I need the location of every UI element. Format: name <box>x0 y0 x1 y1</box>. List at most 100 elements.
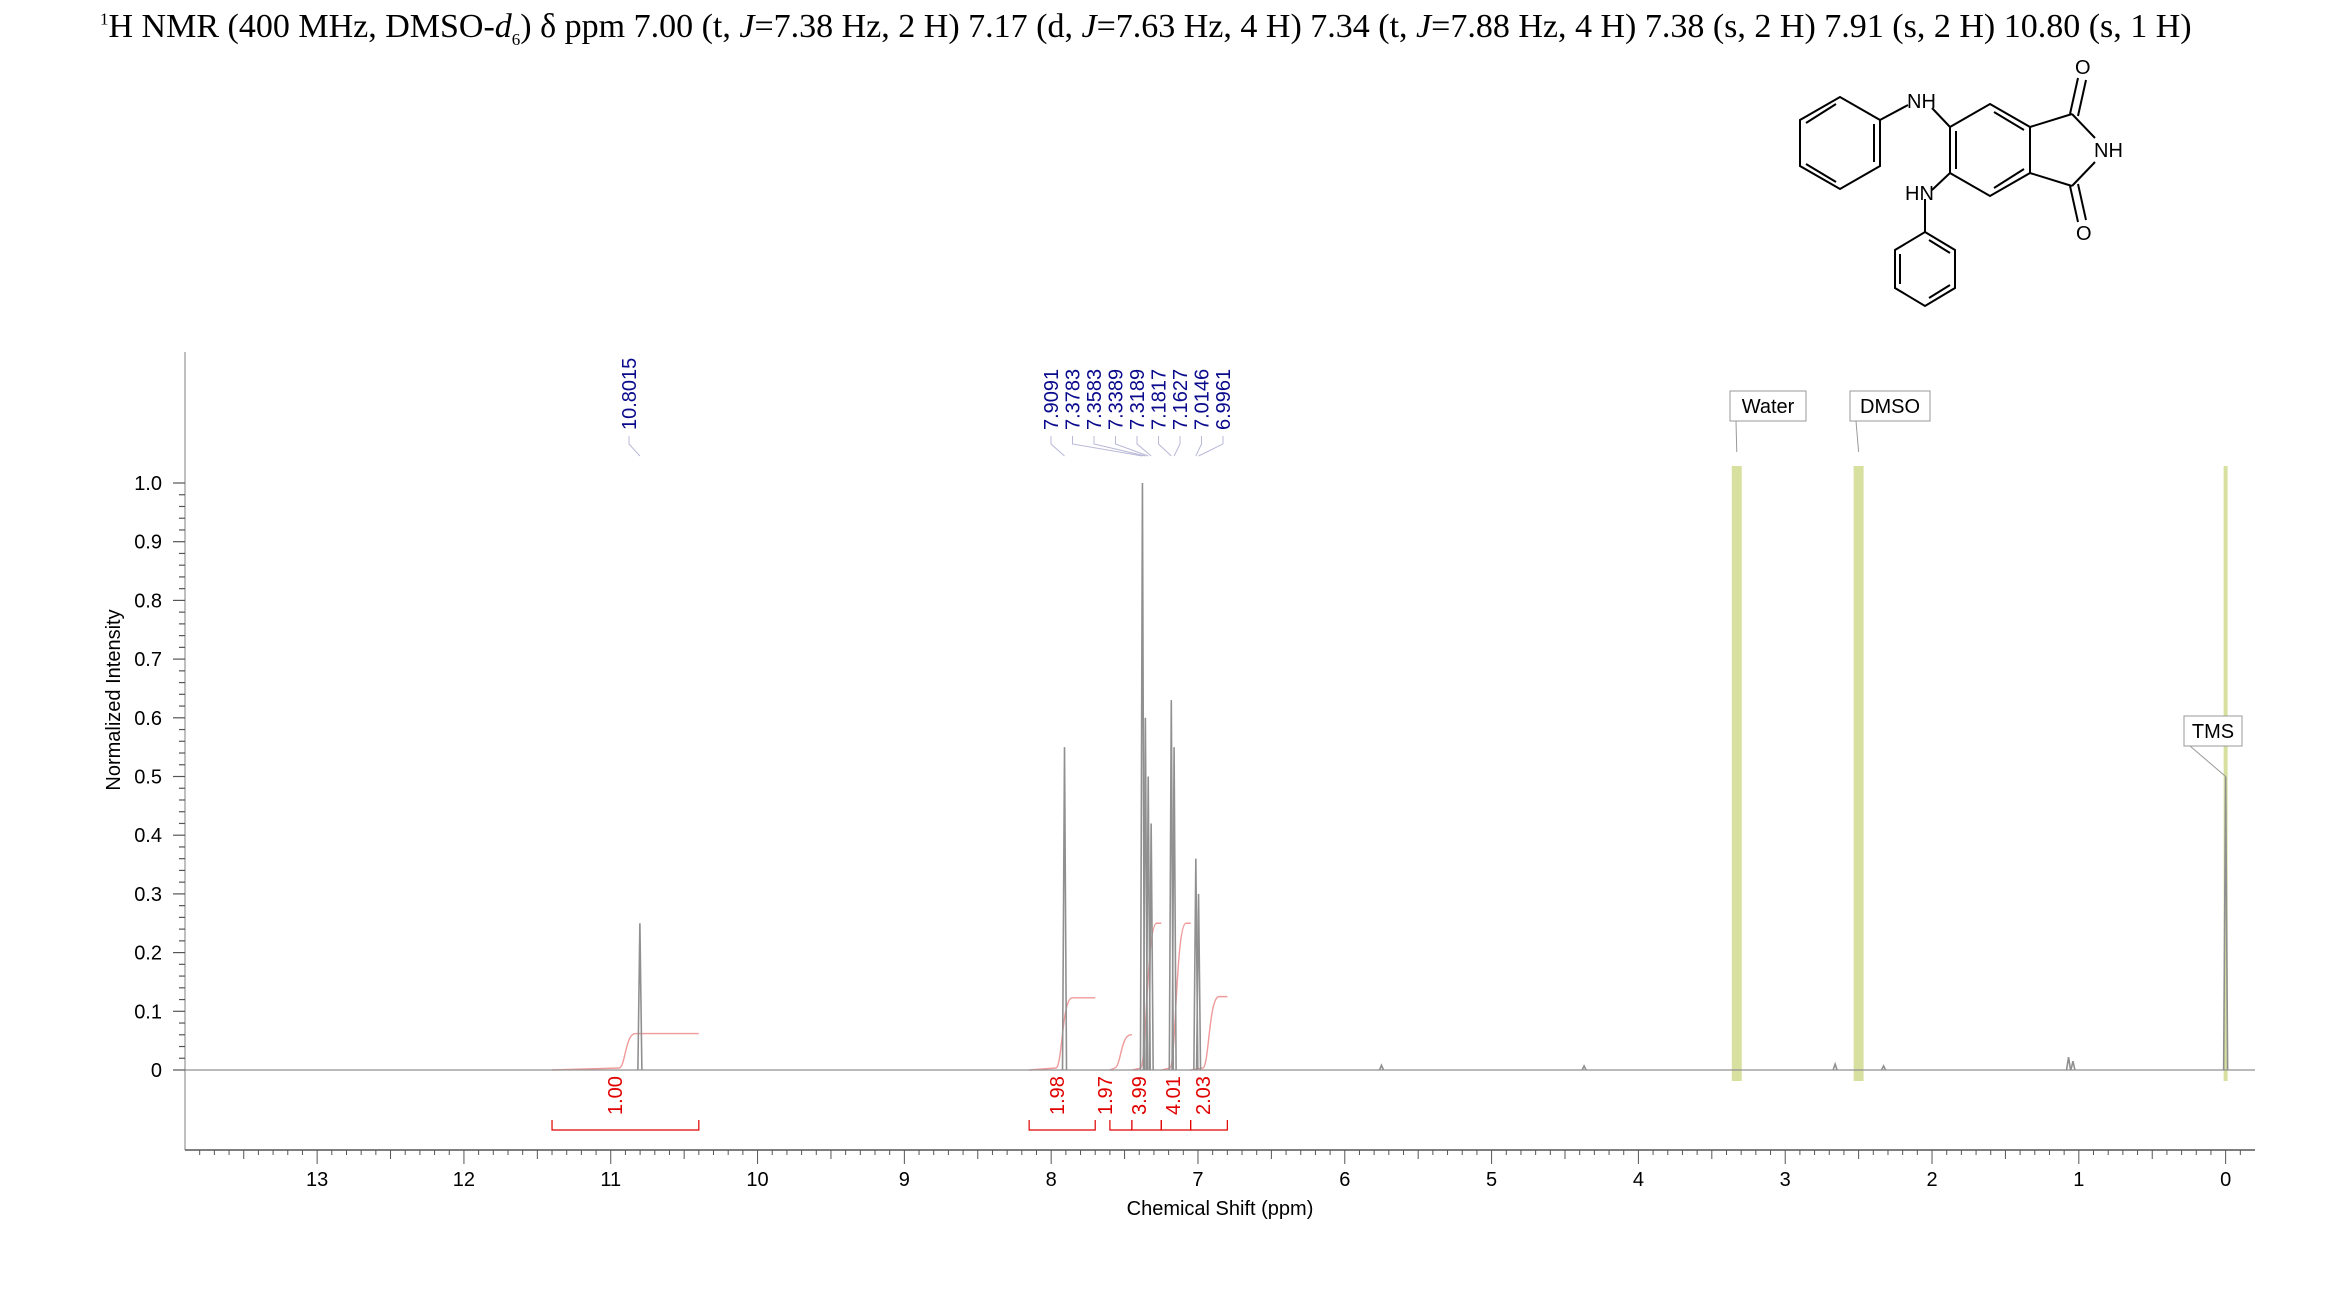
molecule-structure: NH HN NH O O <box>1799 57 2123 308</box>
integral-bracket <box>551 1120 700 1131</box>
peak-label: 7.3583 <box>1084 369 1106 430</box>
peak-label-leader <box>1115 436 1149 457</box>
peak-label: 7.9091 <box>1041 369 1063 430</box>
y-tick-label: 0.7 <box>134 649 162 671</box>
annotation-leader <box>1735 420 1738 453</box>
peak-label-leader <box>1195 436 1202 457</box>
x-axis-label: Chemical Shift (ppm) <box>1127 1198 1314 1220</box>
y-axis-label: Normalized Intensity <box>103 609 125 790</box>
integral-value: 3.99 <box>1129 1076 1151 1115</box>
integral-bracket <box>1131 1120 1162 1131</box>
spectrum-peak <box>1171 747 1177 1071</box>
structure-bonds <box>1799 77 2096 308</box>
integral-value: 1.97 <box>1095 1076 1117 1115</box>
header-j1: J <box>739 8 755 45</box>
integral-bracket <box>1028 1120 1096 1131</box>
peak-label: 7.0146 <box>1192 369 1214 430</box>
spectrum-peak <box>2065 1056 2072 1071</box>
x-tick-label: 3 <box>1780 1169 1791 1191</box>
y-tick-label: 0.6 <box>134 708 162 730</box>
solvent-band <box>2223 466 2228 1081</box>
x-tick-label: 9 <box>899 1169 910 1191</box>
integral-curves <box>552 922 1228 1071</box>
peak-label: 7.1627 <box>1170 369 1192 430</box>
peak-label-leader <box>1158 436 1172 457</box>
peak-label-leader <box>1050 436 1065 457</box>
peak-label: 7.3783 <box>1063 369 1085 430</box>
annotation-label: Water <box>1742 396 1795 418</box>
peak-label: 7.3389 <box>1106 369 1128 430</box>
annotation-leader <box>1855 420 1860 453</box>
spectrum-peak <box>1378 1063 1385 1071</box>
spectrum-peak <box>1880 1064 1887 1071</box>
integral-value: 4.01 <box>1163 1076 1185 1115</box>
y-tick-label: 0.9 <box>134 532 162 554</box>
annotation-box <box>2183 715 2243 747</box>
peak-label-leader <box>1136 436 1152 457</box>
header-text-a: ) δ ppm 7.00 (t, <box>520 8 740 45</box>
header-text-b: =7.38 Hz, 2 H) 7.17 (d, <box>754 8 1082 45</box>
integral-bracket <box>1109 1120 1133 1131</box>
peak-label-leader <box>1072 436 1143 457</box>
solvent-bands <box>1731 466 2228 1081</box>
y-tick-label: 0.1 <box>134 1001 162 1023</box>
y-tick-label: 0.2 <box>134 943 162 965</box>
x-tick-label: 10 <box>746 1169 768 1191</box>
y-tick-label: 1.0 <box>134 473 162 495</box>
header-j3: J <box>1416 8 1432 45</box>
peak-label-leader <box>1198 436 1224 457</box>
imide-nh-label: NH <box>2094 140 2123 162</box>
x-tick-label: 11 <box>600 1169 621 1191</box>
header-text-d: =7.88 Hz, 4 H) 7.38 (s, 2 H) 7.91 (s, 2 … <box>1431 8 2192 45</box>
spectrum-peak <box>2222 776 2229 1071</box>
peak-label: 7.3189 <box>1127 369 1149 430</box>
spectrum-peak <box>1195 893 1202 1071</box>
y-tick-label: 0.8 <box>134 590 162 612</box>
x-tick-label: 8 <box>1046 1169 1057 1191</box>
peak-labels: 10.8015 7.9091 7.3783 7.3583 7.3389 7.3189 7.1… <box>619 358 1235 457</box>
x-tick-label: 13 <box>306 1169 328 1191</box>
integral-curve <box>552 1032 699 1071</box>
y-tick-label: 0 <box>151 1060 162 1082</box>
spectrum-peak <box>1148 823 1154 1071</box>
x-tick-label: 12 <box>453 1169 475 1191</box>
annotation-label: TMS <box>2192 721 2234 743</box>
spectrum-peak <box>637 923 643 1071</box>
x-tick-label: 0 <box>2220 1169 2231 1191</box>
peak-label-leader <box>1173 436 1181 457</box>
peak-label: 7.1817 <box>1149 369 1171 430</box>
annotation-leader <box>2189 745 2226 777</box>
x-tick-label: 4 <box>1633 1169 1644 1191</box>
spectrum-peak <box>1581 1064 1587 1071</box>
x-tick-label: 7 <box>1192 1169 1203 1191</box>
spectrum-peak <box>1832 1061 1838 1071</box>
peak-label: 6.9961 <box>1213 369 1235 430</box>
integral-value: 2.03 <box>1193 1076 1215 1115</box>
y-tick-label: 0.3 <box>134 884 162 906</box>
y-tick-label: 0.4 <box>134 825 162 847</box>
solvent-annotations: Water DMSO TMS <box>1729 390 2243 777</box>
header-j2: J <box>1081 8 1097 45</box>
header-d: d <box>494 8 512 45</box>
solvent-band <box>1731 466 1742 1081</box>
solvent-band <box>1853 466 1864 1081</box>
chart-axes: 00.10.20.30.40.50.60.70.80.91.013 12 11 10 9… <box>134 352 2255 1191</box>
integral-value: 1.00 <box>605 1076 627 1115</box>
header-nucleus: H NMR (400 MHz, DMSO- <box>108 8 495 45</box>
x-tick-label: 2 <box>1926 1169 1937 1191</box>
integral-labels: 1.00 1.98 1.97 3.99 4.01 2.03 <box>551 1076 1228 1131</box>
x-tick-label: 1 <box>2073 1169 2084 1191</box>
x-tick-label: 5 <box>1486 1169 1497 1191</box>
integral-bracket <box>1190 1120 1228 1131</box>
header-subscript: 6 <box>511 29 521 49</box>
y-tick-label: 0.5 <box>134 767 162 789</box>
integral-curve <box>1161 922 1191 1071</box>
annotation-label: DMSO <box>1860 396 1920 418</box>
peak-label-leader <box>628 436 641 457</box>
header-text-c: =7.63 Hz, 4 H) 7.34 (t, <box>1096 8 1417 45</box>
peak-label-leader <box>1093 436 1146 457</box>
nh-bottom-label: HN <box>1905 183 1934 205</box>
integral-curve <box>1190 995 1228 1071</box>
integral-bracket <box>1160 1120 1192 1131</box>
